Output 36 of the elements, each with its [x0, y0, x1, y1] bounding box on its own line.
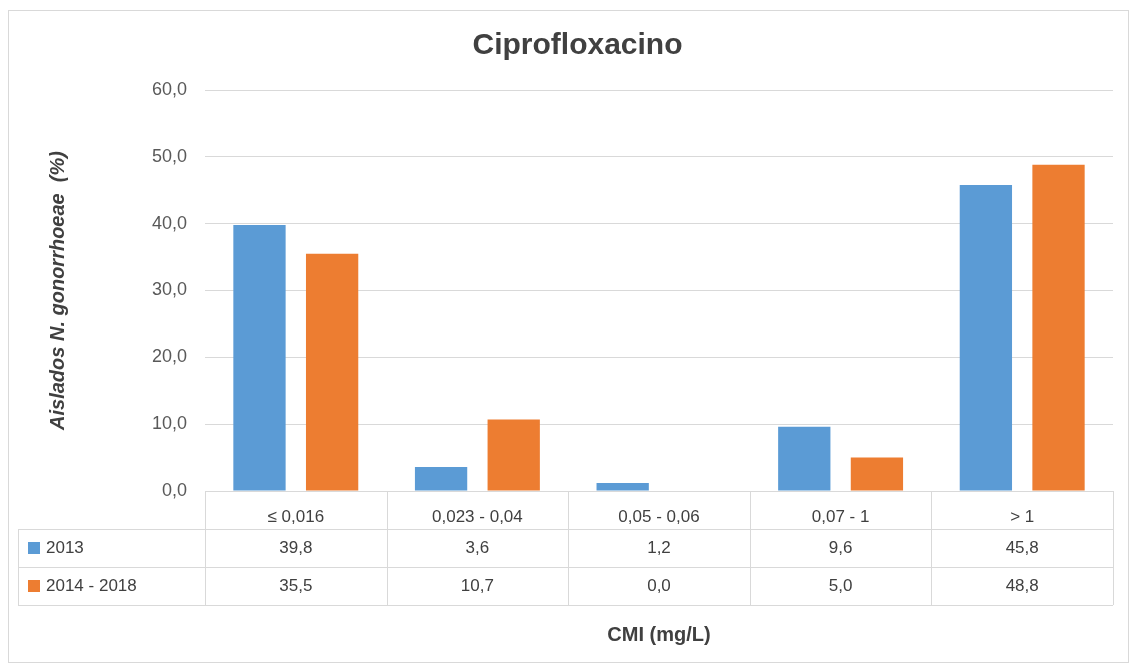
- y-tick-label: 30,0: [151, 279, 187, 300]
- bar: [1032, 164, 1085, 491]
- data-label: 1,2: [647, 537, 671, 557]
- x-tick-label: > 1: [1010, 506, 1035, 526]
- data-label: 10,7: [460, 575, 494, 595]
- bar: [487, 419, 540, 491]
- data-label: 35,5: [279, 575, 313, 595]
- x-tick-label: 0,023 - 0,04: [432, 506, 523, 526]
- bar: [778, 426, 831, 491]
- bar: [959, 184, 1013, 491]
- bar: [233, 225, 286, 491]
- bar: [414, 466, 468, 491]
- data-label: 0,0: [647, 575, 671, 595]
- bar: [850, 457, 904, 491]
- legend-label: 2014 - 2018: [46, 575, 137, 595]
- data-label: 3,6: [465, 537, 490, 557]
- chart-title: Ciprofloxacino: [472, 27, 683, 61]
- bar: [596, 482, 649, 491]
- y-tick-label: 40,0: [151, 212, 187, 233]
- x-tick-label: ≤ 0,016: [267, 506, 325, 526]
- y-tick-label: 20,0: [151, 346, 187, 367]
- y-tick-label: 50,0: [151, 145, 187, 166]
- data-label: 5,0: [828, 575, 853, 595]
- x-axis-title: CMI (mg/L): [607, 622, 711, 645]
- x-tick-label: 0,05 - 0,06: [618, 506, 700, 526]
- legend-label: 2013: [46, 537, 84, 557]
- bar: [305, 253, 359, 491]
- y-axis-title: Aislados N. gonorrhoeae (%): [45, 150, 68, 431]
- y-tick-label: 0,0: [161, 479, 187, 500]
- data-label: 39,8: [279, 537, 313, 557]
- x-tick-label: 0,07 - 1: [811, 506, 870, 526]
- data-label: 45,8: [1005, 537, 1039, 557]
- y-tick-label: 60,0: [151, 78, 187, 99]
- data-label: 9,6: [828, 537, 853, 557]
- data-label: 48,8: [1005, 575, 1039, 595]
- y-tick-label: 10,0: [151, 413, 187, 434]
